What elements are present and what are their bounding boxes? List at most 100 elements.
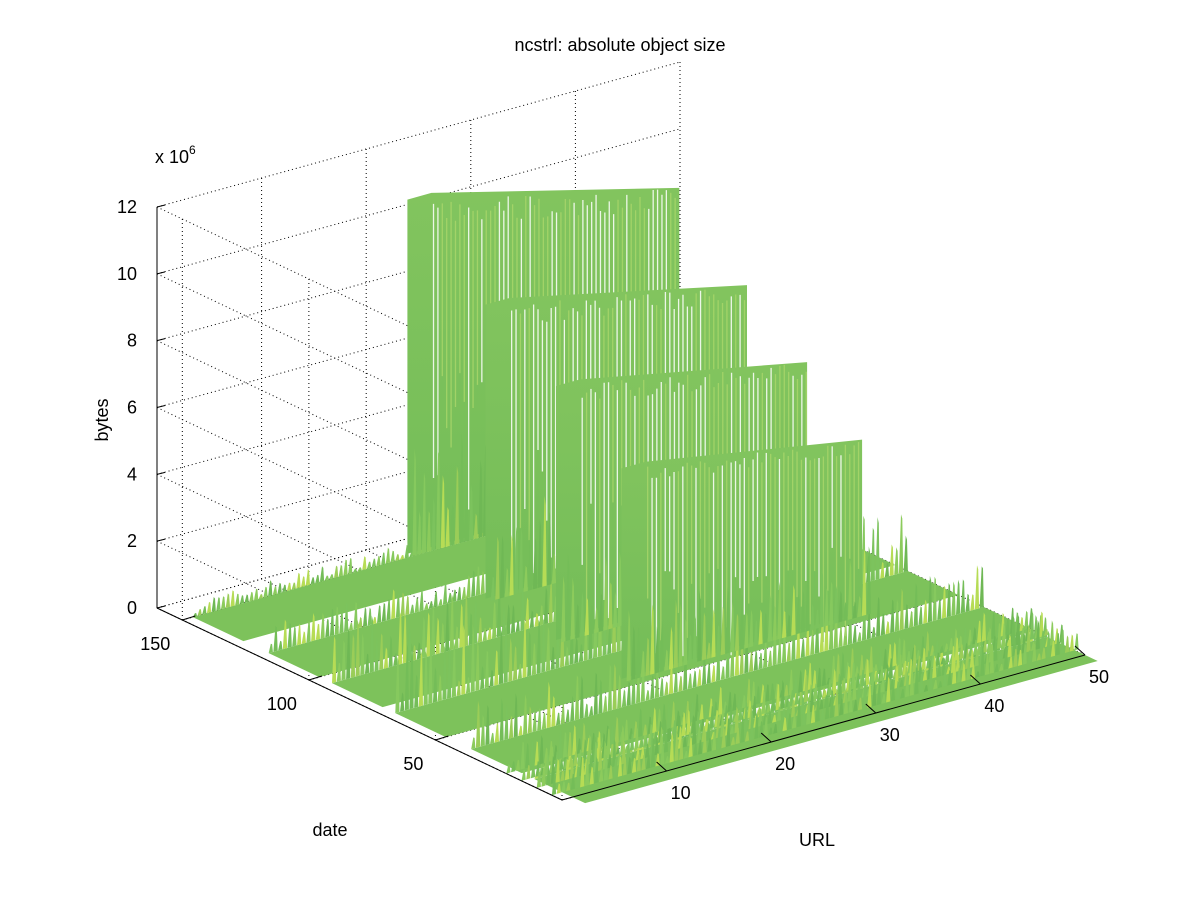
ridge-spike bbox=[1041, 647, 1046, 660]
ridge-spike bbox=[606, 728, 611, 758]
ridge-spike bbox=[737, 695, 742, 710]
y-tick-label: 150 bbox=[140, 634, 170, 654]
ridge-spike bbox=[588, 706, 594, 717]
ridge-spike bbox=[522, 619, 527, 678]
ridge-spike bbox=[984, 652, 990, 676]
ridge-spike bbox=[366, 561, 372, 569]
ridge-spike bbox=[534, 741, 539, 766]
ridge-spike bbox=[829, 581, 834, 626]
ridge-spike bbox=[945, 649, 950, 664]
x-tick-mark bbox=[656, 761, 667, 772]
ridge-spike bbox=[386, 599, 391, 621]
ridge-spike bbox=[1005, 618, 1010, 636]
ridge-spike bbox=[702, 729, 707, 754]
ridge-spike bbox=[518, 526, 523, 594]
ridge-spike bbox=[921, 647, 926, 670]
ridge-spike bbox=[405, 595, 410, 616]
ridge-spike bbox=[395, 591, 400, 618]
ridge-spike bbox=[941, 585, 947, 619]
ridge-spike bbox=[659, 620, 664, 673]
ridge-spike bbox=[564, 759, 570, 781]
ridge-spike bbox=[718, 686, 723, 715]
ridge-spike bbox=[838, 626, 843, 648]
ridge-spike bbox=[730, 736, 735, 746]
ridge-spike bbox=[579, 591, 585, 638]
ridge-spike bbox=[424, 603, 429, 610]
ridge-spike bbox=[758, 652, 763, 670]
ridge-spike bbox=[668, 626, 674, 670]
ridge-spike bbox=[646, 754, 651, 770]
ridge-spike bbox=[1036, 653, 1041, 661]
ridge-spike bbox=[668, 662, 674, 695]
ridge-spike bbox=[244, 594, 249, 603]
ridge-spike bbox=[711, 664, 716, 683]
grid-z-left bbox=[156, 206, 563, 400]
ridge-spike bbox=[890, 599, 895, 633]
ridge-spike bbox=[679, 738, 684, 760]
ridge-spike bbox=[980, 646, 985, 677]
z-multiplier-base: x 10 bbox=[155, 147, 189, 167]
ridge-spike bbox=[876, 596, 881, 637]
y-tick-mark bbox=[308, 675, 323, 681]
z-multiplier-label: x 106 bbox=[155, 143, 196, 167]
ridge-spike bbox=[609, 724, 615, 745]
ridge-spike bbox=[430, 604, 436, 656]
ridge-spike bbox=[450, 504, 455, 546]
ridge-spike bbox=[461, 624, 466, 695]
ridge-spike bbox=[932, 576, 937, 622]
ridge-spike bbox=[471, 570, 476, 597]
ridge-spike bbox=[752, 695, 757, 717]
ridge-spike bbox=[404, 643, 409, 711]
ridge-spike bbox=[254, 588, 259, 601]
ridge-spike bbox=[771, 688, 776, 712]
ridge-spike bbox=[868, 645, 873, 674]
ridge-spike bbox=[683, 619, 688, 666]
ridge-spike bbox=[412, 448, 417, 557]
ridge-spike bbox=[438, 599, 443, 607]
ridge-spike bbox=[876, 683, 881, 706]
ridge-spike bbox=[572, 725, 577, 756]
ridge-spike bbox=[364, 653, 370, 674]
ridge-spike bbox=[296, 572, 301, 589]
surface bbox=[192, 187, 1098, 804]
ridge-spike bbox=[500, 535, 505, 599]
grid-z-left bbox=[156, 340, 563, 534]
ridge-spike bbox=[815, 691, 820, 723]
ridge-spike bbox=[666, 701, 671, 730]
ridge-spike bbox=[909, 665, 914, 696]
ridge-spike bbox=[761, 689, 766, 715]
ridge-spike bbox=[1029, 610, 1035, 640]
ridge-spike bbox=[784, 684, 789, 697]
ridge-spike bbox=[740, 716, 745, 743]
ridge-spike bbox=[833, 585, 838, 624]
ridge-spike bbox=[674, 732, 679, 762]
ridge-spike bbox=[870, 527, 875, 582]
ridge-spike bbox=[400, 592, 405, 617]
ridge-spike bbox=[767, 594, 772, 643]
ridge-spike bbox=[1039, 611, 1044, 638]
x-tick-mark bbox=[760, 732, 772, 743]
ridge-spike bbox=[534, 613, 539, 627]
ridge-spike bbox=[872, 680, 877, 707]
ridge-spike bbox=[639, 736, 644, 749]
ridge-spike bbox=[541, 712, 547, 730]
ridge-spike bbox=[852, 625, 857, 644]
ridge-spike bbox=[529, 739, 535, 768]
ridge-spike bbox=[329, 574, 334, 580]
ridge-spike bbox=[749, 609, 754, 648]
ridge-spike bbox=[753, 619, 758, 647]
ridge-spike bbox=[758, 609, 763, 645]
ridge-spike bbox=[506, 764, 511, 774]
ridge-spike bbox=[738, 706, 743, 721]
ridge-spike bbox=[426, 612, 431, 657]
ridge-spike bbox=[287, 622, 292, 648]
ridge-spike bbox=[612, 592, 618, 628]
ridge-spike bbox=[480, 570, 485, 595]
ridge-spike bbox=[899, 588, 904, 631]
ridge-spike bbox=[726, 717, 731, 747]
ridge-spike bbox=[537, 519, 542, 588]
ridge-spike bbox=[860, 669, 865, 687]
ridge-spike bbox=[617, 552, 622, 627]
ridge-spike bbox=[414, 674, 419, 708]
ridge-spike bbox=[573, 751, 578, 767]
